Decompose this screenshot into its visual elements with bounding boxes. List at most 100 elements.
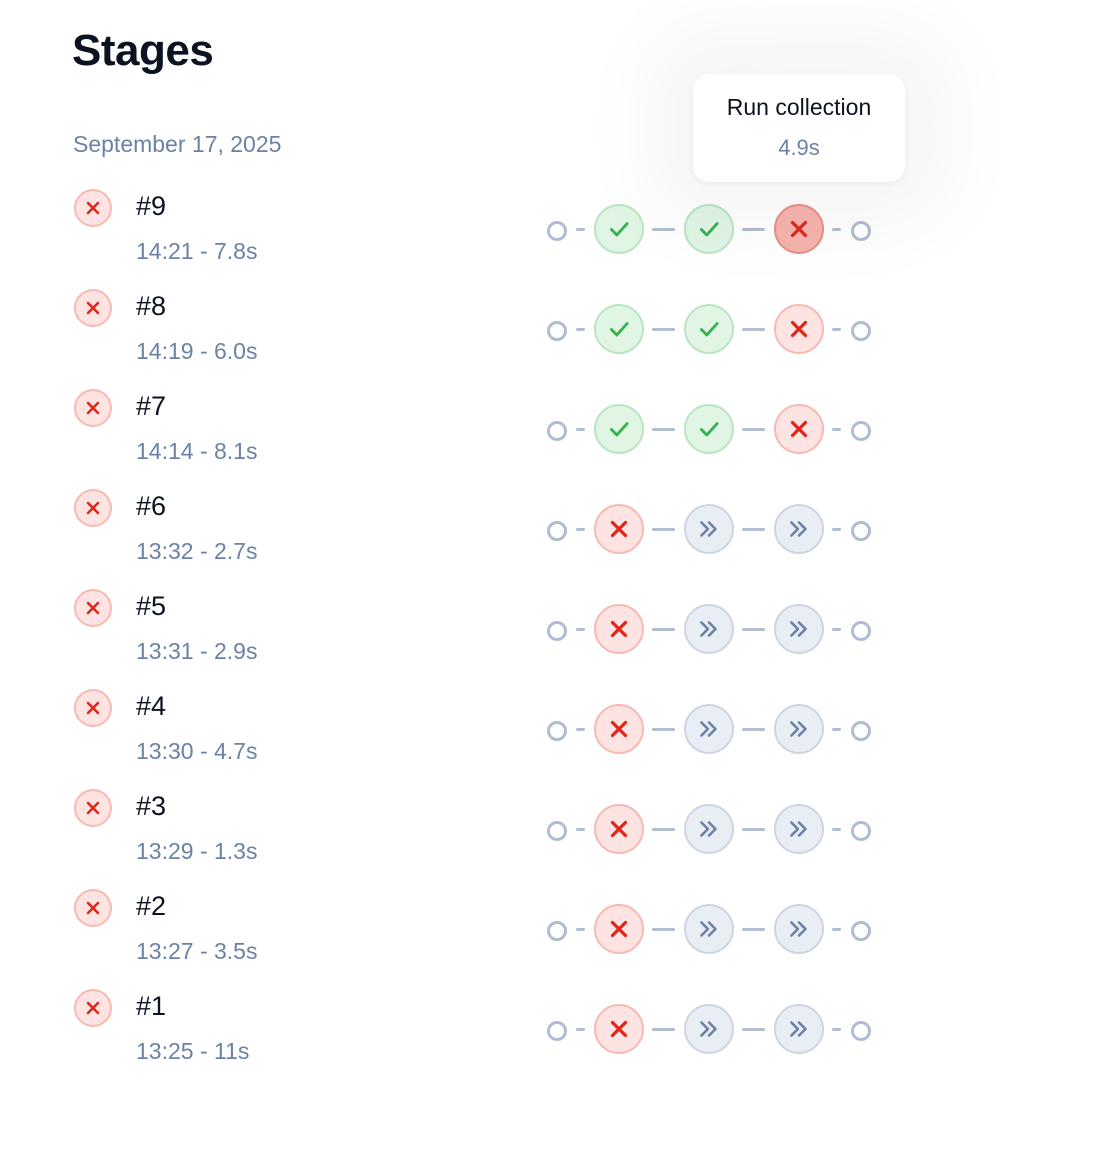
- pipeline-start-node: [547, 921, 567, 941]
- run-status-badge[interactable]: [74, 489, 112, 527]
- stage-node-skipped[interactable]: [774, 704, 824, 754]
- double-chevron-right-icon: [786, 516, 812, 542]
- x-icon: [606, 816, 632, 842]
- pipeline-end-node: [851, 421, 871, 441]
- stage-node-success[interactable]: [594, 404, 644, 454]
- double-chevron-right-icon: [696, 616, 722, 642]
- pipeline-connector: [742, 428, 765, 431]
- run-number[interactable]: #3: [136, 791, 167, 821]
- run-status-badge[interactable]: [74, 589, 112, 627]
- stage-node-success[interactable]: [594, 304, 644, 354]
- stage-node-success[interactable]: [684, 204, 734, 254]
- double-chevron-right-icon: [786, 916, 812, 942]
- run-number[interactable]: #7: [136, 391, 167, 421]
- double-chevron-right-icon: [786, 1016, 812, 1042]
- pipeline-connector: [652, 628, 675, 631]
- run-row[interactable]: #4 13:30 - 4.7s: [0, 680, 1102, 780]
- pipeline-end-node: [851, 221, 871, 241]
- stage-node-skipped[interactable]: [684, 904, 734, 954]
- run-number[interactable]: #6: [136, 491, 167, 521]
- double-chevron-right-icon: [696, 816, 722, 842]
- stage-node-failed[interactable]: [774, 204, 824, 254]
- run-status-badge[interactable]: [74, 989, 112, 1027]
- x-icon: [83, 798, 103, 818]
- pipeline-start-node: [547, 721, 567, 741]
- stage-node-failed[interactable]: [594, 704, 644, 754]
- x-icon: [83, 398, 103, 418]
- stage-node-skipped[interactable]: [684, 704, 734, 754]
- pipeline-connector: [832, 928, 841, 931]
- pipeline-connector: [832, 628, 841, 631]
- stage-node-skipped[interactable]: [774, 804, 824, 854]
- stage-node-failed[interactable]: [594, 1004, 644, 1054]
- run-number[interactable]: #2: [136, 891, 167, 921]
- pipeline-connector: [742, 628, 765, 631]
- pipeline-connector: [652, 728, 675, 731]
- pipeline-connector: [576, 628, 585, 631]
- run-number[interactable]: #1: [136, 991, 167, 1021]
- run-row[interactable]: #6 13:32 - 2.7s: [0, 480, 1102, 580]
- tooltip-stage-name: Run collection: [726, 94, 872, 120]
- double-chevron-right-icon: [786, 716, 812, 742]
- x-icon: [83, 298, 103, 318]
- run-number[interactable]: #9: [136, 191, 167, 221]
- pipeline-start-node: [547, 621, 567, 641]
- stage-pipeline: [540, 904, 880, 956]
- stage-node-failed[interactable]: [774, 404, 824, 454]
- run-row[interactable]: #3 13:29 - 1.3s: [0, 780, 1102, 880]
- run-number[interactable]: #5: [136, 591, 167, 621]
- stage-node-skipped[interactable]: [774, 904, 824, 954]
- stage-node-skipped[interactable]: [684, 804, 734, 854]
- run-row[interactable]: #2 13:27 - 3.5s: [0, 880, 1102, 980]
- run-number[interactable]: #8: [136, 291, 167, 321]
- run-time-duration: 13:29 - 1.3s: [136, 838, 258, 864]
- run-time-duration: 14:19 - 6.0s: [136, 338, 258, 364]
- run-status-badge[interactable]: [74, 189, 112, 227]
- stage-node-success[interactable]: [594, 204, 644, 254]
- run-status-badge[interactable]: [74, 689, 112, 727]
- run-time-duration: 13:27 - 3.5s: [136, 938, 258, 964]
- run-status-badge[interactable]: [74, 289, 112, 327]
- stage-node-failed[interactable]: [594, 904, 644, 954]
- pipeline-connector: [576, 928, 585, 931]
- stage-node-success[interactable]: [684, 404, 734, 454]
- run-row[interactable]: #5 13:31 - 2.9s: [0, 580, 1102, 680]
- pipeline-connector: [652, 228, 675, 231]
- x-icon: [606, 1016, 632, 1042]
- double-chevron-right-icon: [696, 916, 722, 942]
- stage-pipeline: [540, 204, 880, 256]
- x-icon: [606, 716, 632, 742]
- stage-pipeline: [540, 504, 880, 556]
- pipeline-start-node: [547, 821, 567, 841]
- double-chevron-right-icon: [696, 1016, 722, 1042]
- pipeline-connector: [652, 1028, 675, 1031]
- pipeline-connector: [576, 228, 585, 231]
- run-status-badge[interactable]: [74, 889, 112, 927]
- stage-node-failed[interactable]: [594, 604, 644, 654]
- stage-node-failed[interactable]: [594, 504, 644, 554]
- stage-node-failed[interactable]: [594, 804, 644, 854]
- stage-node-skipped[interactable]: [774, 504, 824, 554]
- check-icon: [606, 416, 632, 442]
- run-status-badge[interactable]: [74, 389, 112, 427]
- tooltip-stage-duration: 4.9s: [778, 135, 820, 160]
- run-row[interactable]: #8 14:19 - 6.0s: [0, 280, 1102, 380]
- run-number[interactable]: #4: [136, 691, 167, 721]
- date-heading: September 17, 2025: [73, 131, 282, 157]
- stage-node-skipped[interactable]: [684, 604, 734, 654]
- stage-node-skipped[interactable]: [684, 504, 734, 554]
- run-row[interactable]: #1 13:25 - 11s: [0, 980, 1102, 1080]
- stage-node-skipped[interactable]: [774, 604, 824, 654]
- stage-node-skipped[interactable]: [684, 1004, 734, 1054]
- stage-node-skipped[interactable]: [774, 1004, 824, 1054]
- pipeline-connector: [742, 228, 765, 231]
- pipeline-connector: [832, 328, 841, 331]
- run-row[interactable]: #9 14:21 - 7.8s: [0, 180, 1102, 280]
- stage-node-failed[interactable]: [774, 304, 824, 354]
- run-row[interactable]: #7 14:14 - 8.1s: [0, 380, 1102, 480]
- stage-pipeline: [540, 604, 880, 656]
- check-icon: [606, 216, 632, 242]
- run-status-badge[interactable]: [74, 789, 112, 827]
- stage-node-success[interactable]: [684, 304, 734, 354]
- x-icon: [786, 216, 812, 242]
